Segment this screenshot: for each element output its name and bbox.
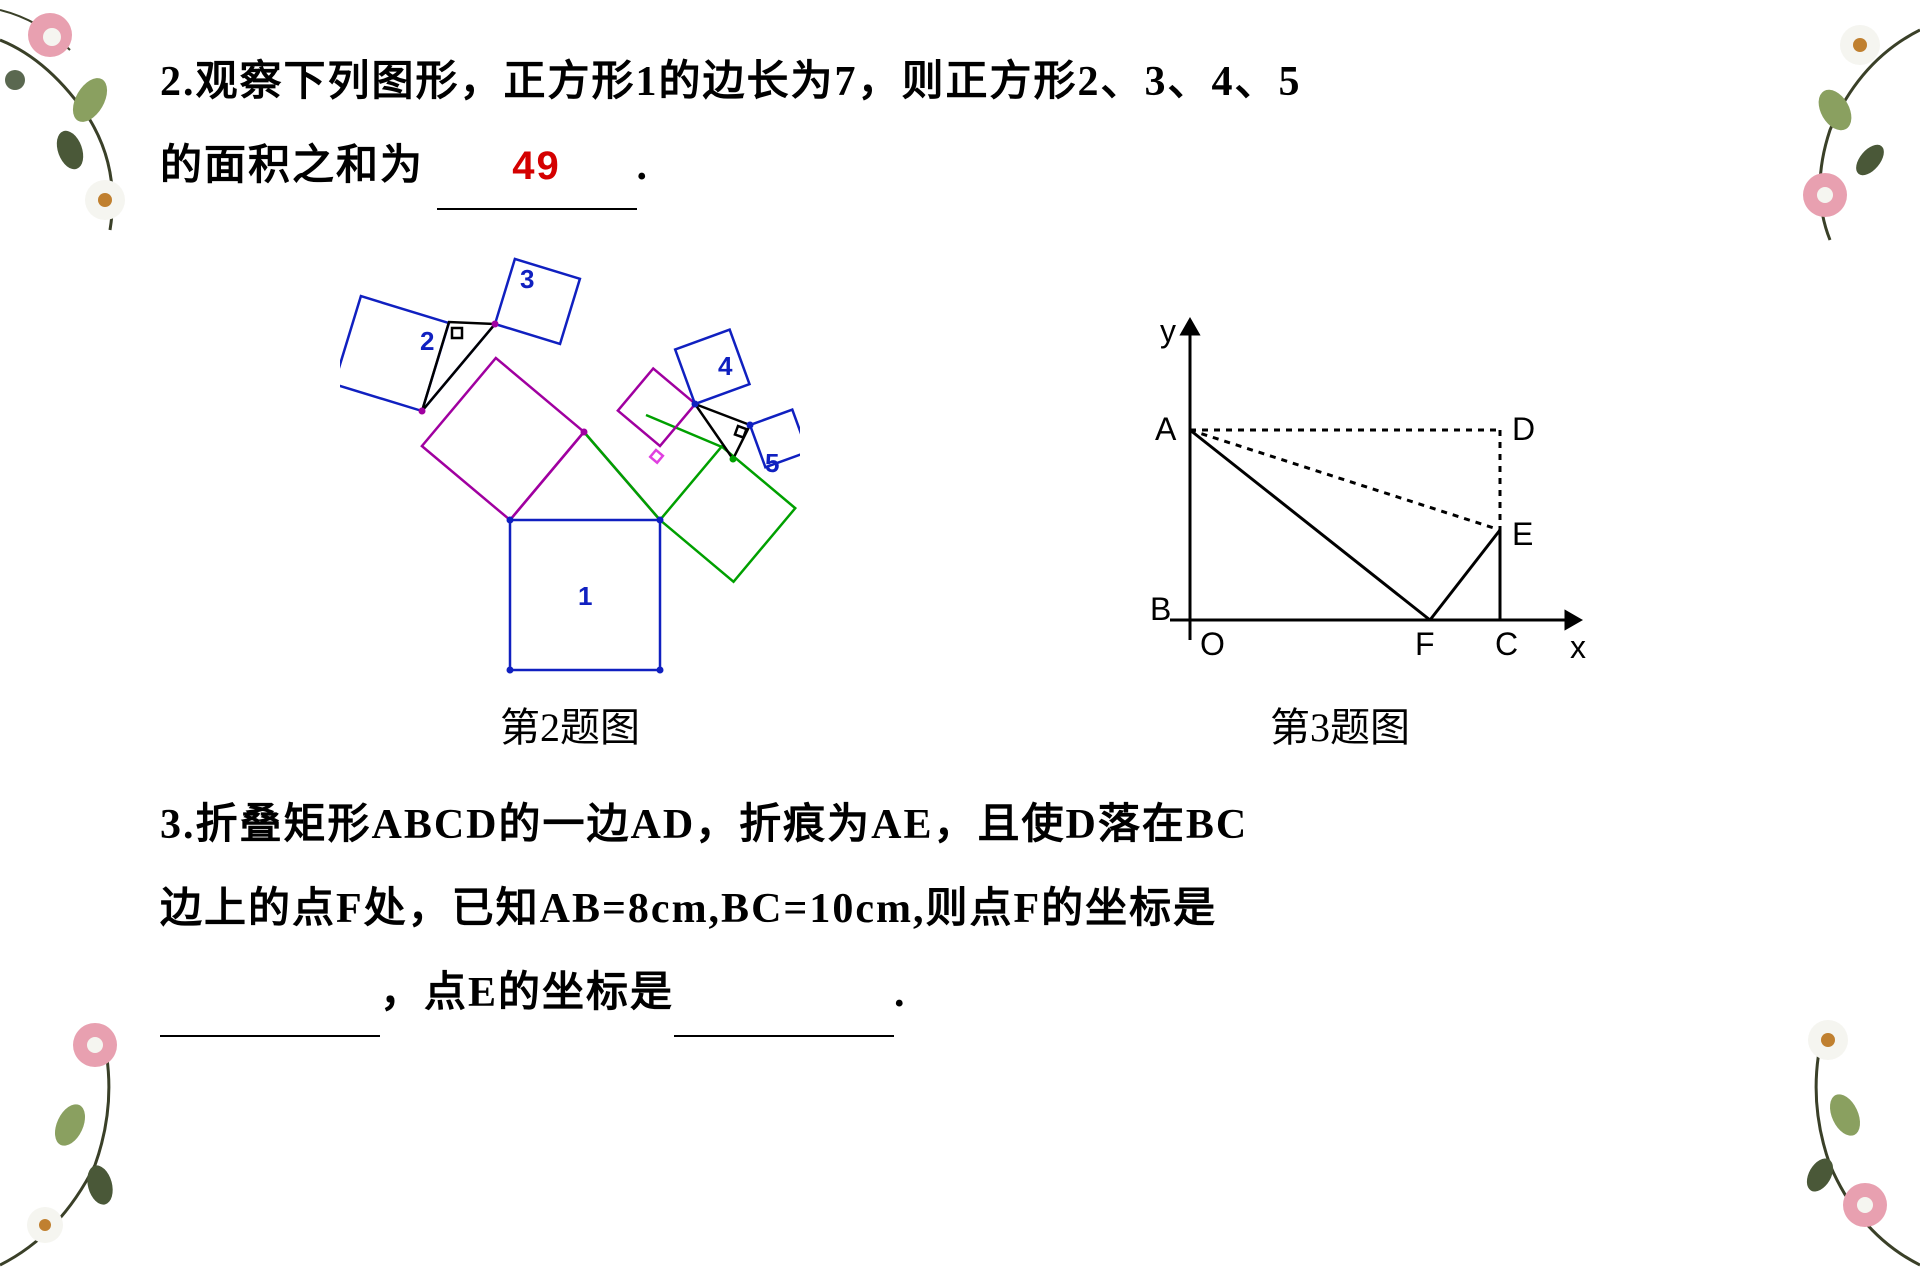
fig2-label-3: 3 bbox=[520, 264, 534, 294]
q3-line2: 边上的点F处，已知AB=8cm,BC=10cm,则点F的坐标是 bbox=[160, 867, 1780, 951]
q2-answer: 49 bbox=[512, 144, 561, 188]
fig3-C: C bbox=[1495, 626, 1518, 662]
fig3-x: x bbox=[1570, 629, 1586, 665]
q3-line3: ，点E的坐标是 . bbox=[160, 951, 1780, 1037]
fig2-label-2: 2 bbox=[420, 326, 434, 356]
fig2-caption: 第2题图 bbox=[500, 695, 640, 753]
fig2-label-5: 5 bbox=[765, 448, 779, 478]
q3-mid: ，点E的坐标是 bbox=[380, 970, 674, 1016]
fig3-F: F bbox=[1415, 626, 1435, 662]
fig3-A: A bbox=[1155, 411, 1177, 447]
q2-prefix: 的面积之和为 bbox=[160, 143, 424, 189]
figure-2: 1 2 3 4 5 第2题图 bbox=[340, 240, 800, 753]
q3-period: . bbox=[894, 970, 907, 1016]
fig3-caption: 第3题图 bbox=[1270, 695, 1410, 753]
q2-line1: 2.观察下列图形，正方形1的边长为7，则正方形2、3、4、5 bbox=[160, 40, 1780, 124]
fig3-E: E bbox=[1512, 516, 1533, 552]
q2-blank: 49 bbox=[437, 124, 637, 210]
figures-row: 1 2 3 4 5 第2题图 bbox=[160, 240, 1780, 753]
fig2-label-1: 1 bbox=[578, 581, 592, 611]
fig3-D: D bbox=[1512, 411, 1535, 447]
fig3-O: O bbox=[1200, 626, 1225, 662]
fig2-svg: 1 2 3 4 5 bbox=[340, 240, 800, 680]
fig3-svg: A B C D E F O x y bbox=[1080, 300, 1600, 680]
q2-period: . bbox=[637, 143, 650, 189]
q3-blank-e bbox=[674, 951, 894, 1037]
q2-line2: 的面积之和为 49. bbox=[160, 124, 1780, 210]
q3-blank-f bbox=[160, 951, 380, 1037]
slide-content: 2.观察下列图形，正方形1的边长为7，则正方形2、3、4、5 的面积之和为 49… bbox=[0, 0, 1920, 1077]
q3-line1: 3.折叠矩形ABCD的一边AD，折痕为AE，且使D落在BC bbox=[160, 783, 1780, 867]
fig2-label-4: 4 bbox=[718, 351, 733, 381]
fig3-B: B bbox=[1150, 591, 1171, 627]
fig3-y: y bbox=[1160, 313, 1176, 349]
figure-3: A B C D E F O x y 第3题图 bbox=[1080, 300, 1600, 753]
